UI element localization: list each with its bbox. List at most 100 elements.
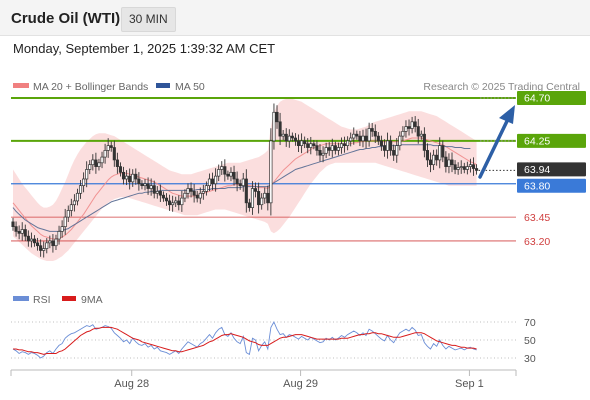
level-label-box-63-94 (517, 162, 586, 177)
candle (413, 116, 417, 133)
candle (278, 112, 282, 146)
chart-header: Crude Oil (WTI) 30 MIN (0, 0, 590, 36)
candle (155, 186, 159, 199)
candle (229, 167, 233, 182)
candle (284, 128, 288, 147)
candle-body-up (217, 169, 221, 177)
candle (36, 237, 40, 251)
candle-body-up (149, 185, 153, 189)
candle (238, 179, 242, 190)
candle-body-down (441, 145, 445, 158)
x-tick-label: Aug 29 (283, 378, 318, 390)
candle (164, 193, 169, 206)
candle-body-up (419, 133, 423, 137)
candle-body-down (376, 135, 380, 142)
candle-body-up (183, 192, 187, 199)
candle (358, 130, 362, 147)
candle-body-down (17, 231, 21, 234)
candle-body-down (444, 156, 448, 167)
candle-body-down (379, 140, 383, 146)
candle (241, 172, 245, 192)
ma9-legend-swatch (62, 296, 76, 301)
candle-body-up (125, 175, 129, 180)
candle (296, 134, 301, 152)
candle (14, 221, 18, 237)
candle (11, 217, 15, 231)
bollinger-legend-label: MA 20 + Bollinger Bands (33, 81, 148, 93)
candle-body-up (85, 169, 89, 180)
candle-body-up (468, 164, 472, 167)
level-label-63-45: 63.45 (524, 212, 550, 224)
candle (118, 162, 123, 177)
candle-body-down (293, 137, 297, 142)
candle (82, 172, 86, 193)
candle-body-down (112, 147, 116, 161)
candle (269, 128, 273, 216)
candle (23, 224, 27, 242)
candle-body-down (373, 130, 377, 137)
candle (42, 241, 46, 258)
candle-body-up (48, 240, 52, 244)
candle-body-down (152, 185, 156, 194)
candle (85, 161, 89, 188)
candle (97, 158, 101, 171)
candle (364, 128, 368, 149)
candle (189, 182, 193, 198)
candle (336, 142, 340, 156)
candle-body-up (214, 175, 218, 185)
candle-body-up (361, 135, 365, 142)
candle (168, 194, 172, 211)
candle-body-up (456, 167, 460, 170)
candle-body-down (389, 140, 393, 151)
candle-body-up (336, 147, 340, 151)
candle (275, 105, 279, 129)
candle (352, 127, 356, 145)
candle (401, 126, 405, 142)
candle-body-up (20, 229, 24, 234)
candle-body-up (263, 192, 267, 199)
candle-body-down (370, 128, 374, 132)
candle-body-up (339, 143, 344, 148)
timeframe-badge[interactable]: 30 MIN (121, 7, 176, 32)
candle-body-down (435, 154, 439, 161)
candle (428, 152, 433, 173)
candle-body-up (97, 162, 101, 167)
candle (91, 154, 95, 171)
candle (349, 132, 353, 147)
candle-body-down (36, 242, 40, 247)
candle (450, 152, 454, 173)
candle (287, 129, 291, 148)
candle (128, 168, 132, 190)
candle-body-down (177, 200, 181, 206)
candle (475, 164, 479, 175)
candle-body-up (198, 192, 202, 199)
report-datetime: Monday, September 1, 2025 1:39:32 AM CET (13, 41, 276, 56)
candle-body-down (161, 194, 165, 199)
candle (370, 123, 374, 137)
candle-body-up (260, 197, 264, 206)
candle (106, 138, 110, 158)
candle-body-up (349, 137, 353, 142)
instrument-title: Crude Oil (WTI) (11, 10, 121, 27)
candle-body-down (211, 178, 215, 185)
candle-body-up (438, 145, 442, 161)
candle (453, 160, 457, 175)
research-credit: Research © 2025 Trading Central (423, 81, 580, 93)
candle-body-up (346, 140, 350, 146)
candle (376, 132, 380, 145)
candle (339, 137, 344, 154)
candle-body-up (330, 145, 334, 151)
candle (134, 168, 138, 185)
candle (17, 225, 21, 240)
candle (318, 144, 322, 162)
candle-body-down (355, 133, 359, 137)
candle (321, 146, 325, 163)
candle (204, 181, 208, 196)
candle (293, 133, 297, 146)
candle (235, 171, 239, 192)
candle-body-up (281, 133, 285, 137)
candle-body-up (82, 178, 86, 187)
candle (266, 185, 270, 211)
candle-body-up (204, 185, 208, 192)
candle-body-up (447, 159, 451, 167)
